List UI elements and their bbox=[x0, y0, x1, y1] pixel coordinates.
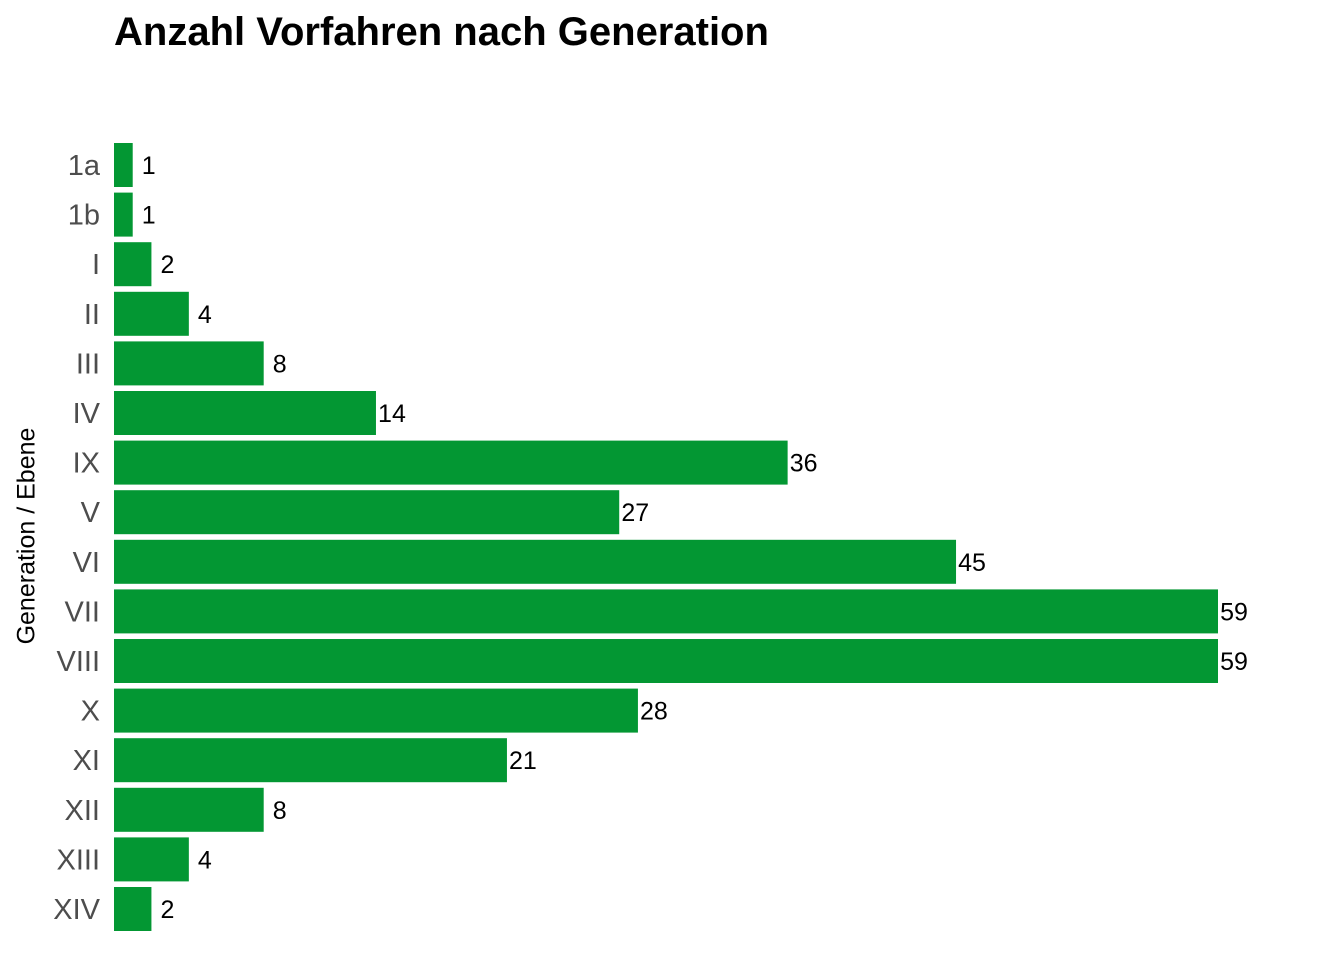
category-label-X: X bbox=[81, 696, 100, 728]
value-label-X: 28 bbox=[640, 698, 668, 726]
value-label-XI: 21 bbox=[509, 747, 537, 775]
value-label-VI: 45 bbox=[958, 549, 986, 577]
bar-II bbox=[114, 291, 189, 336]
category-label-VIII: VIII bbox=[56, 646, 100, 678]
bar-IV bbox=[114, 391, 376, 435]
value-label-V: 27 bbox=[621, 499, 649, 527]
category-label-VI: VI bbox=[73, 547, 100, 579]
value-label-IX: 36 bbox=[790, 450, 818, 478]
bar-I bbox=[114, 242, 152, 287]
bar-1a bbox=[114, 143, 133, 187]
category-label-XI: XI bbox=[73, 745, 100, 777]
bar-V bbox=[114, 490, 620, 535]
category-label-XIV: XIV bbox=[53, 894, 100, 926]
category-label-II: II bbox=[84, 299, 100, 331]
value-label-II: 4 bbox=[198, 301, 212, 329]
value-label-VII: 59 bbox=[1220, 598, 1248, 626]
bar-XI bbox=[114, 738, 507, 783]
value-label-VIII: 59 bbox=[1220, 648, 1248, 676]
bar-XIV bbox=[114, 887, 152, 931]
value-label-IV: 14 bbox=[378, 400, 406, 428]
bar-XII bbox=[114, 787, 264, 832]
category-label-1b: 1b bbox=[68, 200, 100, 232]
value-label-XII: 8 bbox=[273, 797, 287, 825]
bar-VII bbox=[114, 589, 1218, 634]
category-label-1a: 1a bbox=[68, 150, 101, 182]
category-label-IV: IV bbox=[73, 398, 101, 430]
category-label-III: III bbox=[76, 348, 100, 380]
category-label-IX: IX bbox=[73, 448, 100, 480]
bar-IX bbox=[114, 440, 788, 485]
bar-VI bbox=[114, 539, 957, 584]
value-label-I: 2 bbox=[160, 251, 174, 279]
bar-III bbox=[114, 341, 264, 386]
bar-1b bbox=[114, 192, 133, 237]
category-label-XIII: XIII bbox=[56, 844, 100, 876]
value-label-III: 8 bbox=[273, 350, 287, 378]
value-label-XIII: 4 bbox=[198, 846, 212, 874]
category-label-XII: XII bbox=[65, 795, 100, 827]
bar-VIII bbox=[114, 639, 1218, 683]
value-label-1a: 1 bbox=[142, 152, 156, 180]
value-label-1b: 1 bbox=[142, 202, 156, 230]
value-label-XIV: 2 bbox=[160, 896, 174, 924]
category-label-VII: VII bbox=[65, 596, 100, 628]
chart-title: Anzahl Vorfahren nach Generation bbox=[114, 10, 769, 54]
bar-X bbox=[114, 688, 638, 733]
category-label-V: V bbox=[81, 497, 101, 529]
category-label-I: I bbox=[92, 249, 100, 281]
bar-XIII bbox=[114, 837, 189, 882]
